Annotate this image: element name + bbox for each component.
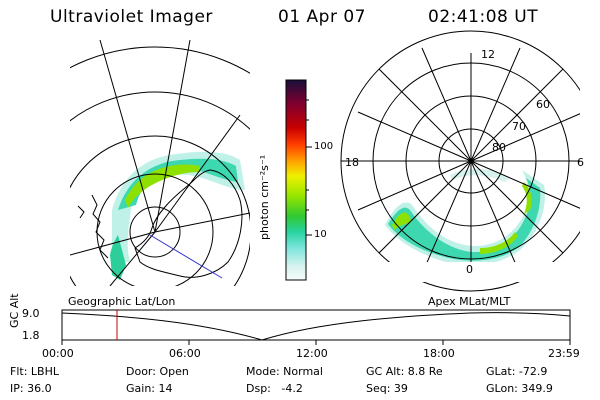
page-title: Ultraviolet Imager xyxy=(50,7,213,27)
mlt-label-18: 18 xyxy=(345,156,359,169)
continent-outline xyxy=(134,169,243,278)
seq-value: Seq: 39 xyxy=(366,382,408,395)
altitude-curve xyxy=(61,312,571,341)
colorbar-tick-100: 100 xyxy=(314,141,334,152)
polar-plot xyxy=(340,30,600,292)
mlat-label-80: 80 xyxy=(492,141,506,154)
colorbar-tick-10: 10 xyxy=(314,229,327,240)
mlat-label-60: 60 xyxy=(536,98,550,111)
colorbar xyxy=(285,79,307,281)
apex-caption: Apex MLat/MLT xyxy=(428,295,511,308)
door-status: Door: Open xyxy=(126,365,189,378)
time-tick-1200: 12:00 xyxy=(296,347,328,360)
altitude-tick-high: 9.0 xyxy=(22,307,40,320)
altitude-strip xyxy=(61,309,571,345)
altitude-tick-low: 1.8 xyxy=(22,329,40,342)
glon-value: GLon: 349.9 xyxy=(486,382,553,395)
gc-alt-value: GC Alt: 8.8 Re xyxy=(366,365,443,378)
geographic-caption: Geographic Lat/Lon xyxy=(68,295,176,308)
gain-value: Gain: 14 xyxy=(126,382,173,395)
colorbar-label: photon cm⁻²s⁻¹ xyxy=(258,154,271,240)
mode-value: Mode: Normal xyxy=(246,365,323,378)
mlt-label-6: 6 xyxy=(577,156,584,169)
mlt-label-12: 12 xyxy=(481,48,495,61)
ip-value: IP: 36.0 xyxy=(10,382,52,395)
mlt-label-0: 0 xyxy=(466,263,473,276)
geographic-map xyxy=(70,40,250,286)
mlat-label-70: 70 xyxy=(512,120,526,133)
glat-value: GLat: -72.9 xyxy=(486,365,548,378)
filter-value: Flt: LBHL xyxy=(10,365,59,378)
observation-date: 01 Apr 07 xyxy=(278,7,366,27)
time-tick-0600: 06:00 xyxy=(169,347,201,360)
altitude-axis-label: GC Alt xyxy=(8,293,21,328)
observation-time: 02:41:08 UT xyxy=(428,7,539,27)
time-tick-1800: 18:00 xyxy=(423,347,455,360)
time-tick-2359: 23:59 xyxy=(548,347,580,360)
dsp-value: Dsp: -4.2 xyxy=(246,382,303,395)
time-tick-0000: 00:00 xyxy=(42,347,74,360)
